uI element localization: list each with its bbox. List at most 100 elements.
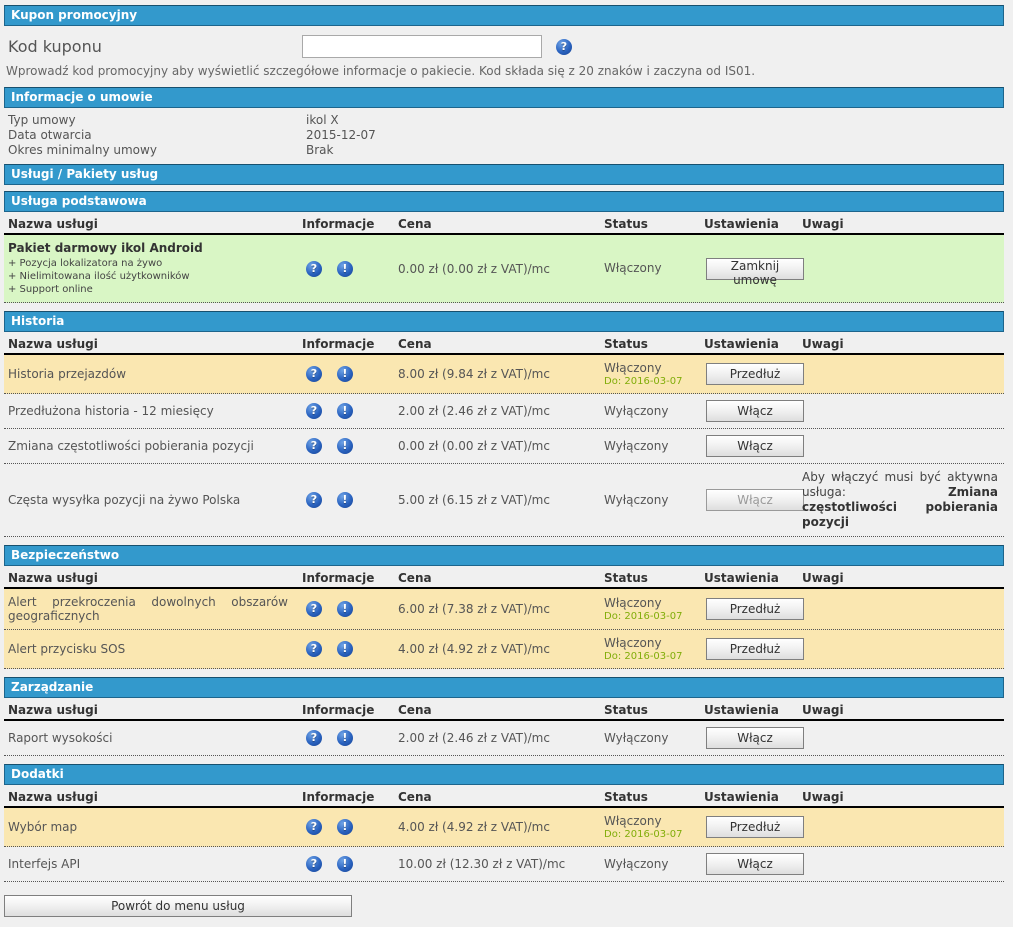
service-info-cell: ? ! [298, 438, 394, 454]
column-header-cena: Cena [398, 337, 432, 351]
service-status: Wyłączony [604, 730, 669, 745]
service-action-button[interactable]: Zamknij umowę [706, 257, 804, 287]
service-settings-cell: Włącz [700, 853, 804, 875]
service-action-button[interactable]: Przedłuż [706, 638, 804, 660]
info-icon[interactable]: ! [336, 492, 353, 508]
section-rows: Pakiet darmowy ikol Android + Pozycja lo… [4, 235, 1004, 303]
service-name-cell: Wybór map [4, 820, 298, 834]
help-icon[interactable]: ? [306, 730, 322, 746]
column-header-uwagi: Uwagi [802, 703, 844, 717]
service-action-button[interactable]: Włącz [706, 435, 804, 457]
service-price: 0.00 zł (0.00 zł z VAT)/mc [398, 439, 550, 453]
service-settings-cell: Przedłuż [700, 598, 804, 620]
service-action-button[interactable]: Włącz [706, 400, 804, 422]
help-icon[interactable]: ? [306, 403, 322, 419]
service-note-bold: Zmiana częstotliwości pobierania pozycji [802, 485, 998, 529]
help-icon[interactable]: ? [306, 641, 322, 657]
info-icon[interactable]: ! [336, 260, 353, 277]
service-features: + Pozycja lokalizatora na żywo + Nielimit… [8, 257, 288, 296]
help-icon[interactable]: ? [306, 260, 322, 277]
service-status: Wyłączony [604, 403, 669, 418]
column-header-nazwa-uslugi: Nazwa usługi [8, 790, 98, 804]
service-name-cell: Przedłużona historia - 12 miesięcy [4, 404, 298, 418]
service-action-button[interactable]: Przedłuż [706, 816, 804, 838]
service-price: 6.00 zł (7.38 zł z VAT)/mc [398, 602, 550, 616]
help-icon[interactable]: ? [306, 856, 322, 872]
service-section: Bezpieczeństwo Nazwa usługi Informacje C… [4, 545, 1004, 669]
service-action-button[interactable]: Przedłuż [706, 363, 804, 385]
column-header-uwagi: Uwagi [802, 571, 844, 585]
coupon-help-icon[interactable]: ? [556, 38, 572, 55]
help-icon[interactable]: ? [306, 601, 322, 617]
service-action-button[interactable]: Włącz [706, 853, 804, 875]
service-settings-cell: Przedłuż [700, 816, 804, 838]
info-icon[interactable]: ! [336, 438, 353, 454]
column-header-cena: Cena [398, 217, 432, 231]
service-price: 10.00 zł (12.30 zł z VAT)/mc [398, 857, 566, 871]
help-icon[interactable]: ? [306, 492, 322, 508]
section-header: Historia [4, 311, 1004, 332]
service-info-cell: ? ! [298, 492, 394, 508]
service-info-cell: ? ! [298, 260, 394, 277]
service-name: Alert przekroczenia dowolnych obszarów g… [8, 595, 288, 623]
service-section: Historia Nazwa usługi Informacje Cena St… [4, 311, 1004, 537]
section-rows: Wybór map ? ! 4.00 zł (4.92 zł z VAT)/mc… [4, 808, 1004, 882]
service-action-button[interactable]: Przedłuż [706, 598, 804, 620]
service-settings-cell: Przedłuż [700, 638, 804, 660]
service-status-until: Do: 2016-03-07 [604, 651, 683, 662]
section-rows: Alert przekroczenia dowolnych obszarów g… [4, 589, 1004, 669]
section-header: Dodatki [4, 764, 1004, 785]
section-header: Bezpieczeństwo [4, 545, 1004, 566]
service-price: 2.00 zł (2.46 zł z VAT)/mc [398, 731, 550, 745]
help-icon[interactable]: ? [306, 438, 322, 454]
column-header-uwagi: Uwagi [802, 790, 844, 804]
column-header-ustawienia: Ustawienia [704, 337, 779, 351]
contract-label: Okres minimalny umowy [8, 143, 157, 157]
service-name: Częsta wysyłka pozycji na żywo Polska [8, 493, 241, 507]
info-icon[interactable]: ! [336, 730, 353, 746]
service-status: Włączony [604, 596, 662, 610]
column-header-informacje: Informacje [302, 337, 375, 351]
info-icon[interactable]: ! [336, 641, 353, 657]
column-header-status: Status [604, 790, 648, 804]
info-icon[interactable]: ! [336, 819, 353, 835]
service-note: Aby włączyć musi być aktywna usługa: Zmi… [798, 470, 1004, 530]
service-section: Zarządzanie Nazwa usługi Informacje Cena… [4, 677, 1004, 756]
service-section: Dodatki Nazwa usługi Informacje Cena Sta… [4, 764, 1004, 882]
column-header-cena: Cena [398, 790, 432, 804]
service-status-cell: Włączony Do: 2016-03-07 [600, 361, 700, 387]
info-icon[interactable]: ! [336, 601, 353, 617]
service-row: Raport wysokości ? ! 2.00 zł (2.46 zł z … [4, 721, 1004, 756]
service-status: Włączony [604, 261, 662, 275]
service-status-cell: Włączony Do: 2016-03-07 [600, 814, 700, 840]
back-to-services-menu-button[interactable]: Powrót do menu usług [4, 895, 352, 917]
service-name-cell: Alert przycisku SOS [4, 642, 298, 656]
table-header-row: Nazwa usługi Informacje Cena Status Usta… [4, 787, 1004, 808]
service-info-cell: ? ! [298, 641, 394, 657]
service-settings-cell: Włącz [700, 489, 804, 511]
column-header-uwagi: Uwagi [802, 337, 844, 351]
service-status-until: Do: 2016-03-07 [604, 376, 683, 387]
service-row: Alert przycisku SOS ? ! 4.00 zł (4.92 zł… [4, 630, 1004, 669]
column-header-informacje: Informacje [302, 571, 375, 585]
service-settings-cell: Zamknij umowę [700, 257, 804, 287]
info-icon[interactable]: ! [336, 366, 353, 382]
coupon-code-label: Kod kuponu [8, 37, 102, 56]
service-status-cell: Wyłączony [600, 731, 700, 746]
service-status-cell: Wyłączony [600, 493, 700, 508]
column-header-status: Status [604, 571, 648, 585]
service-name-cell: Częsta wysyłka pozycji na żywo Polska [4, 493, 298, 507]
info-icon[interactable]: ! [336, 856, 353, 872]
help-icon[interactable]: ? [306, 819, 322, 835]
help-icon[interactable]: ? [306, 366, 322, 382]
service-settings-cell: Włącz [700, 727, 804, 749]
contract-row: Okres minimalny umowy Brak [4, 143, 1004, 158]
service-name-cell: Historia przejazdów [4, 367, 298, 381]
info-icon[interactable]: ! [336, 403, 353, 419]
service-name-cell: Raport wysokości [4, 731, 298, 745]
service-row: Częsta wysyłka pozycji na żywo Polska ? … [4, 464, 1004, 537]
coupon-code-input[interactable] [302, 35, 542, 58]
service-name: Wybór map [8, 820, 78, 834]
service-action-button[interactable]: Włącz [706, 727, 804, 749]
column-header-uwagi: Uwagi [802, 217, 844, 231]
